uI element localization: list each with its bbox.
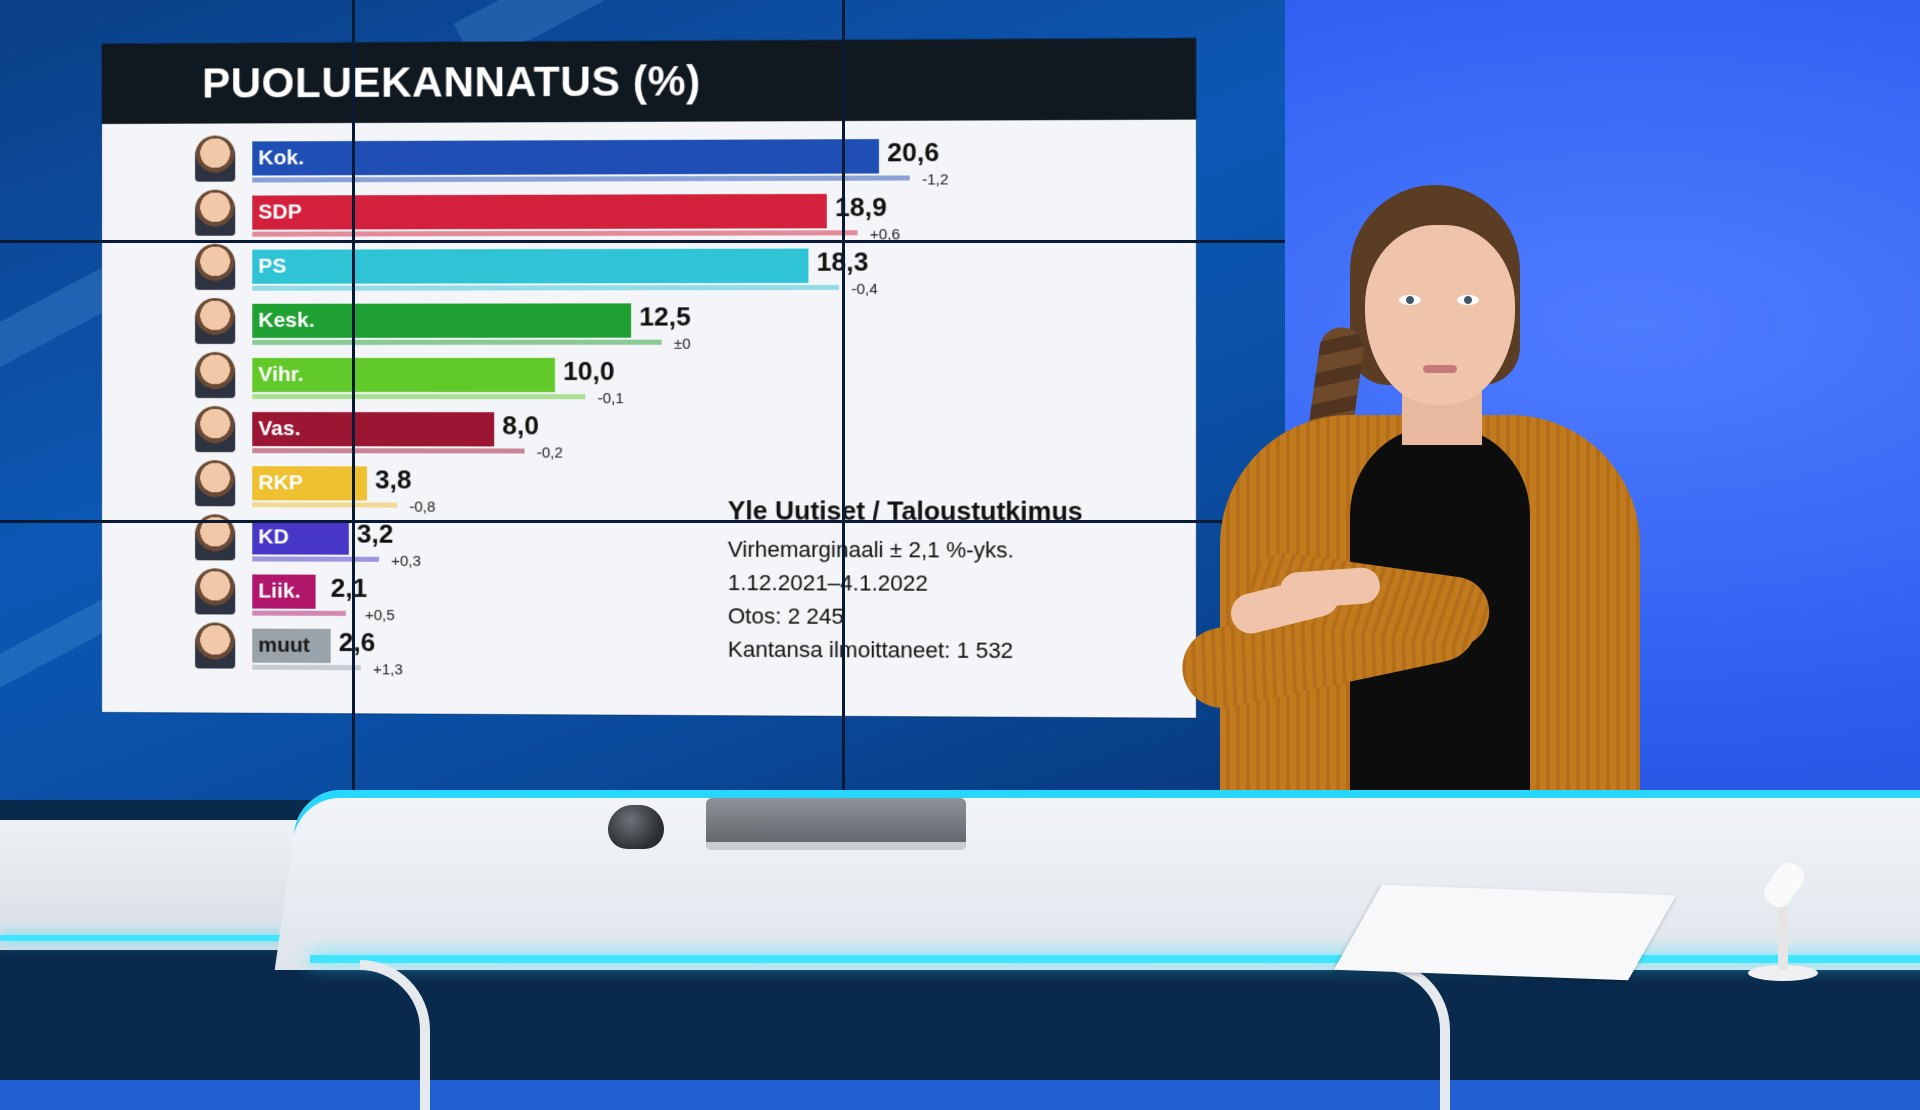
party-label: SDP	[252, 195, 301, 229]
party-row: SDP 18,9 +0,6	[102, 185, 1196, 242]
party-value: 8,0	[502, 410, 539, 441]
party-label: Vas.	[252, 412, 300, 446]
party-leader-portrait	[195, 568, 235, 614]
previous-poll-bar	[252, 285, 839, 291]
party-value: 3,8	[375, 464, 411, 495]
desk-light-strip	[310, 955, 1920, 963]
party-value: 2,6	[339, 627, 375, 658]
party-label: KD	[252, 520, 289, 554]
paper-sheet	[1334, 885, 1676, 980]
party-row: PS18,3-0,4	[102, 240, 1196, 296]
party-label: Kok.	[252, 141, 304, 175]
party-value: 3,2	[357, 519, 393, 550]
previous-poll-bar	[252, 502, 397, 507]
party-leader-portrait	[195, 406, 235, 452]
party-leader-portrait	[195, 460, 235, 506]
party-leader-portrait	[195, 352, 235, 398]
party-value: 10,0	[563, 356, 614, 387]
party-row: Kok. 20,6 -1,2	[102, 130, 1196, 188]
survey-period: 1.12.2021–4.1.2022	[728, 566, 1083, 601]
party-leader-portrait	[195, 622, 235, 668]
previous-poll-bar	[252, 175, 909, 182]
previous-poll-bar	[252, 611, 346, 616]
party-row: Vihr. 10,0 -0,1	[102, 350, 1196, 405]
party-row: Kesk. 12,5 ±0	[102, 295, 1196, 350]
previous-poll-bar	[252, 665, 361, 671]
party-bar	[252, 139, 879, 175]
party-bars: Kok.20,6-1,2SDP18,9+0,6PS18,3-0,4Kesk.12…	[102, 130, 1196, 134]
party-label: PS	[252, 250, 286, 284]
panel-header: PUOLUEKANNATUS (%)	[102, 38, 1196, 124]
previous-poll-bar	[252, 230, 857, 236]
presenter-eye	[1457, 295, 1479, 305]
previous-poll-bar	[252, 394, 585, 399]
microphone-stem	[1778, 900, 1788, 970]
party-bar	[252, 249, 808, 284]
party-change: +1,3	[373, 661, 403, 678]
wall-seam	[0, 520, 1285, 523]
party-label: Kesk.	[252, 304, 314, 338]
presenter-eye	[1399, 295, 1421, 305]
wall-seam	[842, 0, 845, 800]
wall-seam	[352, 0, 355, 800]
party-row: Vas. 8,0 -0,2	[102, 404, 1196, 459]
previous-poll-bar	[252, 340, 661, 345]
party-label: muut	[252, 629, 310, 663]
party-value: 2,1	[331, 573, 367, 604]
previous-poll-bar	[252, 556, 379, 561]
laptop-edge	[706, 842, 966, 850]
party-value: 20,6	[887, 137, 939, 169]
presenter-mouth	[1423, 365, 1457, 373]
party-leader-portrait	[195, 244, 235, 290]
video-wall: PUOLUEKANNATUS (%) Kok. 20,6 -1,2 SDP 18,9 +0…	[0, 0, 1285, 800]
party-leader-portrait	[195, 135, 235, 181]
previous-poll-bar	[252, 448, 524, 453]
computer-mouse	[608, 805, 664, 849]
panel-title: PUOLUEKANNATUS (%)	[202, 57, 701, 108]
presenter-hand	[1279, 567, 1381, 610]
stated-support-count: Kantansa ilmoittaneet: 1 532	[728, 633, 1083, 668]
margin-of-error: Virhemarginaali ± 2,1 %-yks.	[728, 533, 1083, 567]
party-bar	[252, 194, 827, 230]
poll-panel: PUOLUEKANNATUS (%) Kok. 20,6 -1,2 SDP 18,9 +0…	[102, 38, 1196, 718]
party-label: Liik.	[252, 574, 300, 608]
party-label: RKP	[252, 466, 303, 500]
desk-top	[275, 790, 1920, 970]
party-leader-portrait	[195, 190, 235, 236]
party-label: Vihr.	[252, 358, 303, 392]
wall-seam	[0, 240, 1285, 243]
party-value: 12,5	[639, 301, 690, 332]
presenter-face	[1365, 225, 1515, 405]
party-leader-portrait	[195, 298, 235, 344]
sample-size: Otos: 2 245	[728, 599, 1083, 634]
